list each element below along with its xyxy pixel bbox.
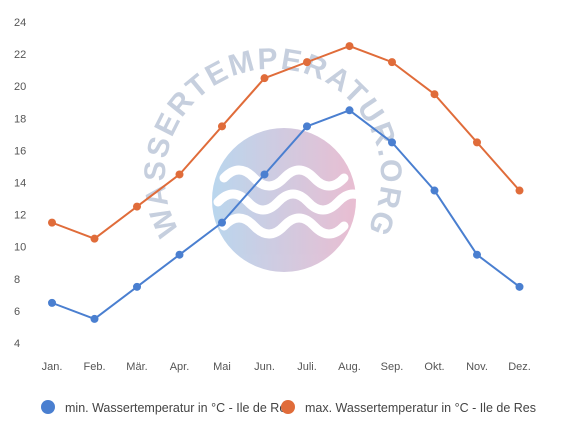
- y-tick-label: 22: [14, 49, 26, 61]
- x-tick-label: Apr.: [170, 361, 190, 373]
- legend-item: max. Wassertemperatur in °C - Ile de Res: [281, 400, 536, 415]
- x-tick-label: Nov.: [466, 361, 488, 373]
- x-tick-label: Mär.: [126, 361, 147, 373]
- x-tick-label: Juli.: [297, 361, 317, 373]
- y-tick-label: 16: [14, 145, 26, 157]
- legend-label: max. Wassertemperatur in °C - Ile de Res: [305, 401, 536, 415]
- series-1: [48, 106, 524, 323]
- data-point: [133, 202, 141, 211]
- data-point: [345, 106, 354, 115]
- data-point: [345, 42, 354, 51]
- y-tick-label: 14: [14, 178, 26, 190]
- data-point: [218, 122, 226, 131]
- series-2: [48, 42, 524, 243]
- data-point: [90, 314, 99, 323]
- y-tick-label: 24: [14, 17, 26, 29]
- data-point: [515, 186, 524, 195]
- legend-marker: [41, 400, 55, 414]
- y-tick-label: 8: [14, 274, 20, 286]
- data-point: [260, 74, 269, 83]
- data-point: [473, 250, 481, 259]
- data-point: [430, 90, 439, 99]
- y-axis: 4 6 8 10 12 14 16 18 20 22 24: [14, 17, 26, 350]
- y-tick-label: 10: [14, 242, 26, 254]
- data-point: [260, 170, 269, 179]
- data-point: [430, 186, 439, 195]
- data-point: [90, 234, 99, 243]
- data-point: [133, 282, 141, 291]
- x-tick-label: Sep.: [381, 361, 404, 373]
- y-tick-label: 6: [14, 306, 20, 318]
- x-tick-label: Aug.: [338, 361, 361, 373]
- x-tick-label: Feb.: [83, 361, 105, 373]
- series-line: [51, 109, 521, 320]
- data-point: [473, 138, 481, 147]
- y-tick-label: 12: [14, 210, 26, 222]
- x-tick-label: Dez.: [508, 361, 531, 373]
- legend-marker: [281, 400, 295, 414]
- data-point: [175, 250, 184, 259]
- y-tick-label: 18: [14, 113, 26, 125]
- x-tick-label: Jan.: [42, 361, 63, 373]
- series-line: [51, 45, 521, 240]
- series-layer: [48, 42, 524, 323]
- legend-label: min. Wassertemperatur in °C - Ile de Res: [65, 401, 293, 415]
- x-axis: Jan. Feb. Mär. Apr. Mai Jun. Juli. Aug. Sep. Okt.…: [42, 361, 531, 373]
- data-point: [48, 218, 56, 227]
- legend: min. Wassertemperatur in °C - Ile de Res…: [41, 400, 536, 415]
- x-tick-label: Okt.: [424, 361, 444, 373]
- y-tick-label: 20: [14, 81, 26, 93]
- data-point: [218, 218, 226, 227]
- x-tick-label: Jun.: [254, 361, 275, 373]
- data-point: [388, 58, 396, 67]
- y-tick-label: 4: [14, 338, 20, 350]
- data-point: [303, 122, 311, 131]
- data-point: [303, 58, 311, 67]
- legend-item: min. Wassertemperatur in °C - Ile de Res: [41, 400, 293, 415]
- data-point: [175, 170, 184, 179]
- x-tick-label: Mai: [213, 361, 231, 373]
- data-point: [388, 138, 396, 147]
- data-point: [48, 298, 56, 307]
- watermark-logo: WASSERTEMPERATUR.ORG: [139, 43, 405, 272]
- data-point: [515, 282, 524, 291]
